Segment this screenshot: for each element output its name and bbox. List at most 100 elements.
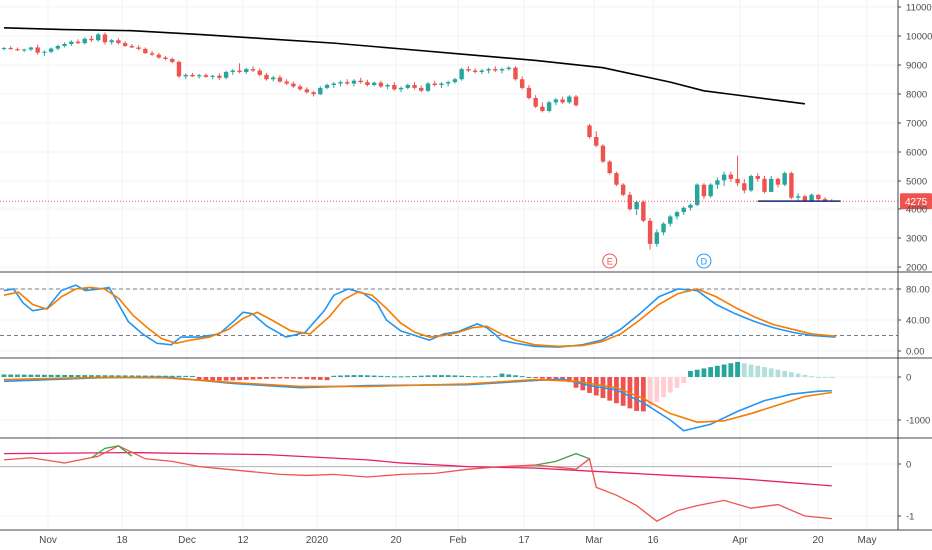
candle — [385, 83, 390, 90]
candle — [694, 183, 700, 207]
candle — [795, 193, 801, 201]
x-tick-label: 20 — [812, 535, 824, 546]
x-tick-label: 20 — [390, 535, 402, 546]
stochastic-panel[interactable] — [0, 284, 898, 348]
candle-body — [674, 212, 680, 217]
candle — [668, 215, 673, 227]
candle-body — [486, 69, 491, 71]
macd-histogram-bar — [358, 375, 364, 377]
macd-histogram-bar — [398, 376, 404, 378]
x-tick-label: 12 — [237, 535, 249, 546]
macd-histogram-bar — [371, 375, 377, 377]
macd-histogram-bar — [432, 375, 438, 377]
candle — [654, 229, 660, 247]
candle — [149, 50, 155, 57]
candle-body — [459, 69, 464, 80]
candle-body — [419, 87, 424, 91]
candle — [546, 100, 552, 113]
macd-histogram-bar — [741, 363, 747, 377]
macd-histogram-bar — [203, 377, 209, 381]
candle — [264, 72, 269, 81]
macd-histogram-bar — [250, 377, 256, 380]
candle-body — [183, 74, 188, 77]
candle-body — [822, 199, 828, 201]
candle-body — [546, 102, 552, 111]
macd-panel[interactable] — [1, 361, 835, 432]
candle-body — [271, 77, 276, 80]
candle — [311, 90, 316, 97]
candle-body — [163, 57, 168, 59]
candle-body — [802, 196, 808, 201]
macd-histogram-bar — [304, 377, 310, 380]
candle-body — [196, 75, 202, 77]
candle-body — [42, 51, 47, 53]
candle — [122, 41, 128, 47]
candle-body — [553, 99, 559, 103]
oscillator-panel[interactable] — [0, 445, 832, 522]
candle-body — [445, 82, 451, 84]
candle-body — [775, 178, 781, 185]
y-tick-label: 10000 — [906, 32, 932, 43]
candle-body — [176, 61, 182, 77]
macd-line — [3, 376, 832, 432]
macd-histogram-bar — [526, 377, 532, 378]
candle-body — [203, 75, 209, 77]
candle-body — [694, 184, 700, 205]
macd-histogram-bar — [324, 377, 330, 381]
candle-body — [190, 74, 195, 77]
candle — [506, 66, 511, 71]
candle — [708, 183, 713, 198]
x-tick-label: 17 — [518, 535, 530, 546]
y-tick-label: 9000 — [906, 61, 927, 72]
candle — [432, 80, 437, 87]
price-panel[interactable]: 4275 E D — [0, 27, 932, 269]
candle-body — [762, 178, 767, 192]
macd-histogram-bar — [41, 374, 47, 377]
macd-histogram-bar — [68, 374, 74, 377]
candle — [324, 83, 330, 90]
macd-histogram-bar — [667, 377, 673, 393]
candle — [42, 50, 47, 57]
macd-histogram-bar — [546, 377, 552, 380]
candle — [277, 75, 283, 83]
macd-histogram-bar — [708, 367, 714, 377]
candle-body — [324, 85, 330, 88]
candle — [331, 82, 336, 88]
candle-body — [614, 173, 619, 185]
macd-histogram-bar — [809, 376, 814, 378]
candle-body — [102, 34, 108, 43]
macd-histogram-bar — [21, 374, 27, 377]
macd-histogram-bar — [48, 374, 54, 377]
macd-histogram-bar — [28, 374, 34, 377]
candle — [573, 95, 579, 107]
y-tick-label: -1 — [906, 512, 914, 523]
oscillator-positive-segment — [535, 452, 590, 466]
candle — [634, 200, 639, 215]
candle-body — [318, 87, 323, 95]
macd-histogram-bar — [829, 377, 835, 378]
y-tick-label: 40.00 — [906, 316, 930, 327]
macd-histogram-bar — [694, 369, 700, 377]
candle-body — [748, 176, 754, 191]
candle-body — [681, 207, 686, 213]
macd-histogram-bar — [640, 377, 646, 412]
macd-histogram-bar — [735, 361, 740, 377]
macd-histogram-bar — [681, 377, 687, 384]
macd-histogram-bar — [540, 377, 545, 379]
macd-histogram-bar — [1, 374, 7, 377]
candle-body — [715, 180, 720, 185]
candle — [102, 32, 108, 45]
candle — [735, 155, 740, 187]
macd-histogram-bar — [62, 374, 67, 377]
candle-body — [735, 178, 740, 184]
candle — [163, 56, 168, 61]
macd-histogram-bar — [768, 368, 774, 377]
candle — [250, 66, 256, 72]
candle-body — [439, 83, 444, 85]
candle-body — [769, 178, 774, 192]
macd-histogram-bar — [728, 363, 734, 377]
chart-grid — [0, 0, 898, 530]
macd-histogram-bar — [365, 375, 370, 377]
